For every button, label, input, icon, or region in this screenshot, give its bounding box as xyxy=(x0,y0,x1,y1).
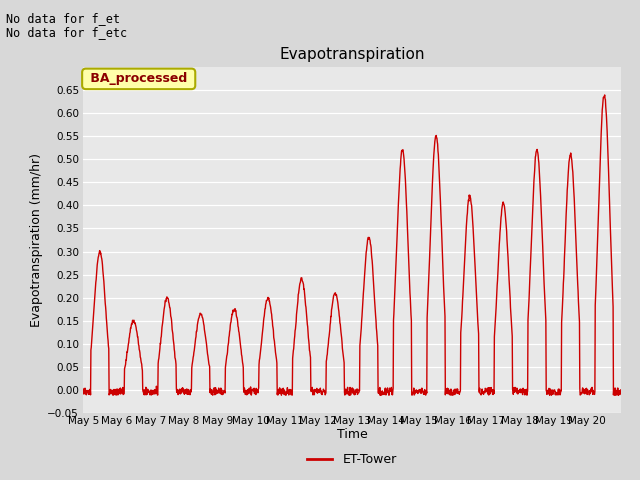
Text: BA_processed: BA_processed xyxy=(86,72,191,85)
X-axis label: Time: Time xyxy=(337,428,367,441)
Text: No data for f_et: No data for f_et xyxy=(6,12,120,25)
Legend: ET-Tower: ET-Tower xyxy=(302,448,402,471)
Text: No data for f_etc: No data for f_etc xyxy=(6,26,127,39)
Title: Evapotranspiration: Evapotranspiration xyxy=(279,47,425,62)
Y-axis label: Evapotranspiration (mm/hr): Evapotranspiration (mm/hr) xyxy=(30,153,43,327)
